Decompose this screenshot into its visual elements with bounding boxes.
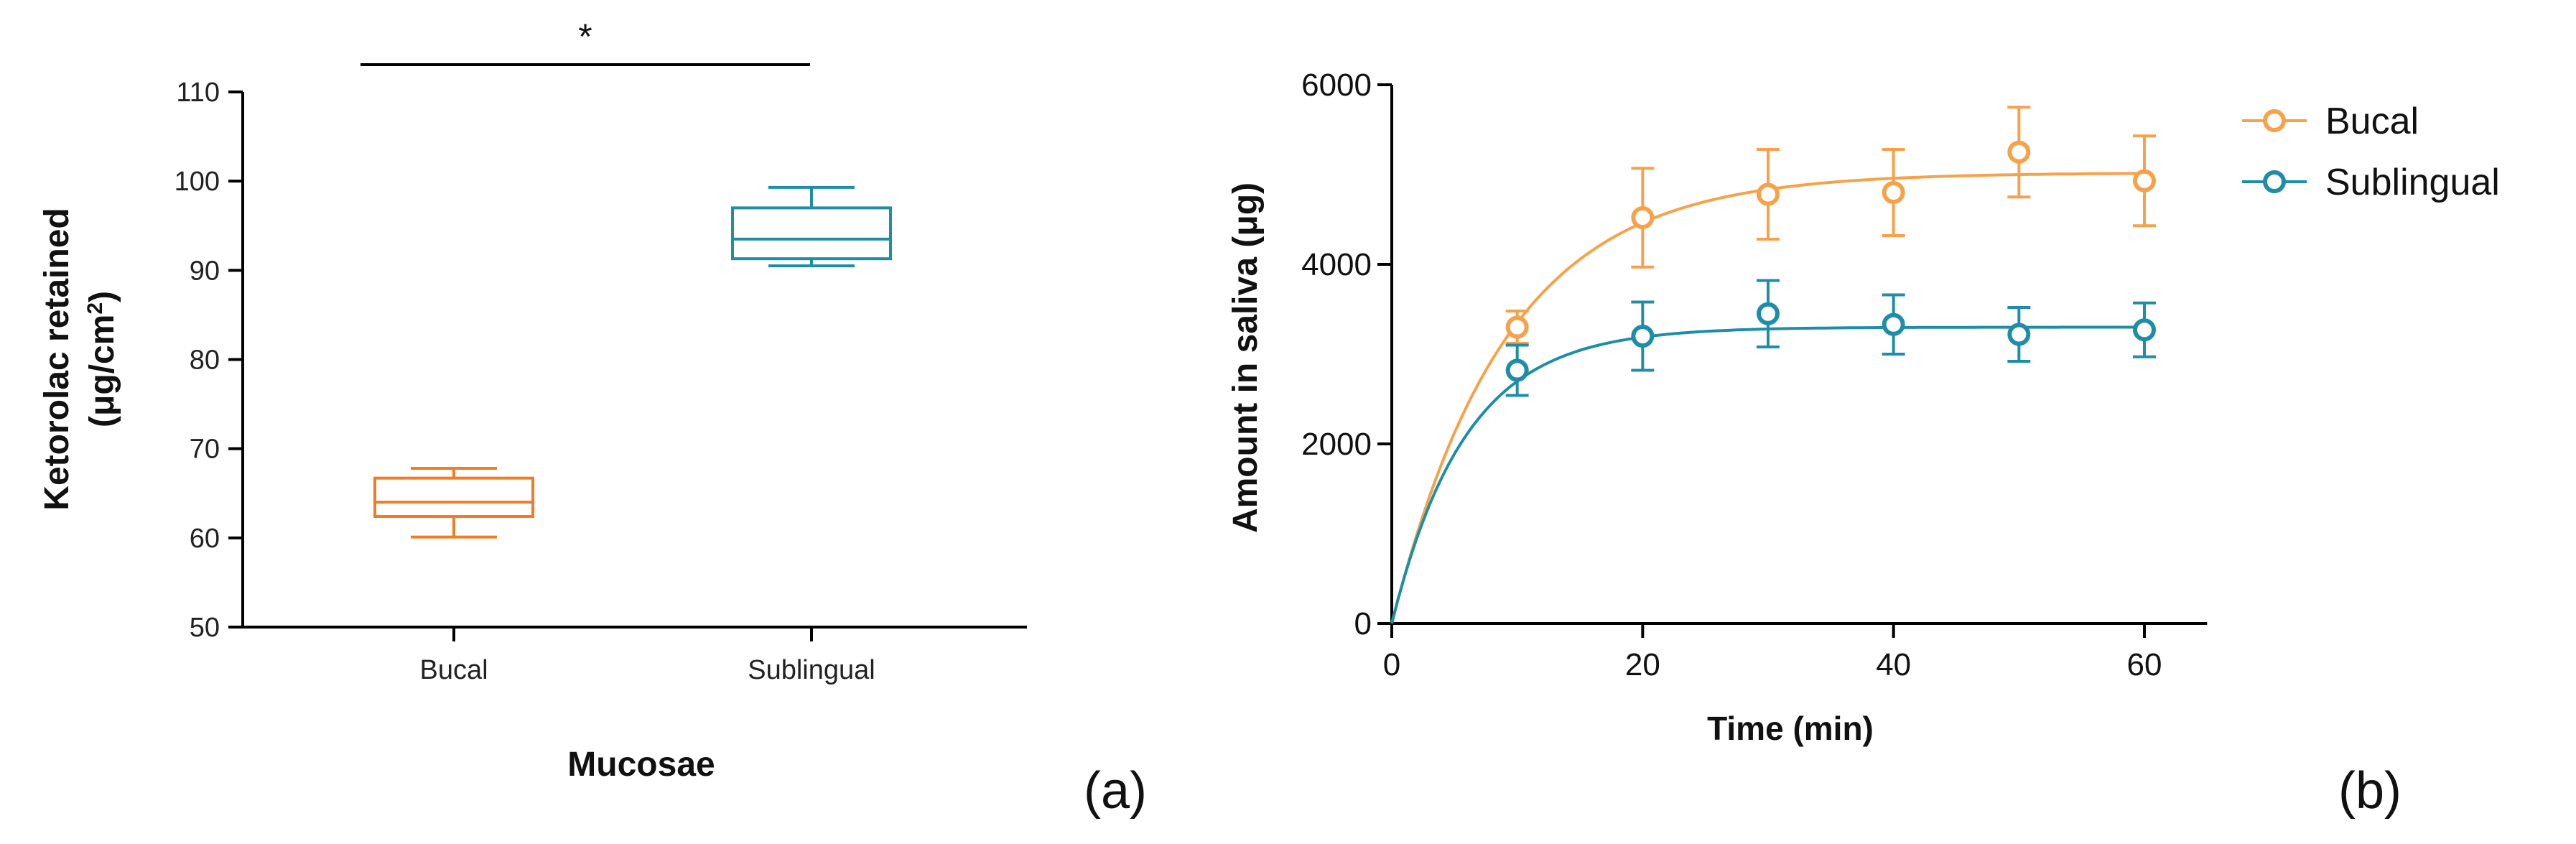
marker <box>1882 181 1905 204</box>
data-point-sublingual <box>1505 343 1529 397</box>
panel-a-y-tick-label: 100 <box>175 167 220 197</box>
legend-label: Sublingual <box>2325 162 2500 203</box>
panel-a-xlabel: Mucosae <box>567 746 715 784</box>
box-sublingual <box>731 185 892 268</box>
marker <box>1882 312 1905 336</box>
panel-b-x-tick-label: 0 <box>1383 647 1400 682</box>
panel-a-ylabel-suffix: ) <box>83 291 121 302</box>
panel-a-y-tick-label: 90 <box>190 256 220 286</box>
data-point-bucal <box>1757 148 1780 241</box>
panel-b-xlabel: Time (min) <box>1707 710 1874 747</box>
marker <box>1757 302 1780 325</box>
panel-b-y-axis: 0 2000 4000 6000 <box>1301 68 1393 641</box>
significance-star: * <box>578 17 592 57</box>
panel-b-line-chart: Amount in saliva (μg) 0 2000 4000 6000 0 20 4… <box>1227 68 2500 820</box>
data-point-sublingual <box>1757 279 1780 348</box>
panel-a-y-tick-label: 60 <box>190 524 220 554</box>
marker <box>1631 325 1655 348</box>
data-point-bucal <box>2007 106 2031 199</box>
data-point-bucal <box>1882 148 1905 237</box>
panel-a-x-tick-label: Sublingual <box>748 655 875 685</box>
legend-item-bucal: Bucal <box>2242 101 2419 142</box>
data-point-bucal <box>2133 134 2156 228</box>
panel-b-x-tick-label: 60 <box>2127 647 2162 682</box>
iqr-box <box>731 206 892 261</box>
panel-a-box-chart: Ketorolac retained (μg/cm2) 50 60 70 80 90 10… <box>38 17 1147 820</box>
box-bucal <box>373 466 534 539</box>
panel-b-y-tick-label: 0 <box>1354 606 1372 641</box>
panel-b-legend: Bucal Sublingual <box>2242 101 2500 203</box>
legend-marker <box>2263 109 2286 132</box>
data-point-bucal <box>1631 167 1655 269</box>
panel-a-ylabel-line1: Ketorolac retained <box>38 208 76 510</box>
data-point-sublingual <box>1631 300 1655 372</box>
panel-a-y-tick-label: 50 <box>190 613 220 643</box>
panel-b-x-tick-label: 40 <box>1876 647 1911 682</box>
panel-a-x-tick-label: Bucal <box>419 655 488 685</box>
panel-b-x-tick-label: 20 <box>1625 647 1660 682</box>
fit-curve-sublingual <box>1390 325 2144 624</box>
fit-curve-bucal <box>1390 172 2144 624</box>
marker <box>1631 206 1655 229</box>
legend-marker <box>2263 170 2286 193</box>
panel-b-data-points <box>1505 106 2156 397</box>
panel-a-y-tick-label: 80 <box>190 346 220 376</box>
marker <box>2133 318 2156 342</box>
panel-a-boxes <box>373 185 892 539</box>
data-point-sublingual <box>1882 293 1905 356</box>
panel-a-ylabel-prefix: (μg/cm <box>83 315 121 427</box>
data-point-sublingual <box>2007 306 2031 363</box>
panel-a-y-axis: 50 60 70 80 90 100 110 <box>175 78 244 643</box>
panel-a-y-tick-label: 70 <box>190 435 220 465</box>
panel-a-ylabel-sup: 2 <box>83 302 107 315</box>
data-point-sublingual <box>2133 301 2156 358</box>
panel-a-ylabel-line2: (μg/cm2) <box>83 291 121 427</box>
data-point-bucal <box>1505 310 1529 345</box>
panel-b-label: (b) <box>2338 762 2401 820</box>
panel-b-y-tick-label: 6000 <box>1301 68 1372 103</box>
marker <box>2133 169 2156 193</box>
marker <box>1757 182 1780 206</box>
panel-b-y-tick-label: 4000 <box>1301 247 1372 282</box>
panel-b-x-axis: 0 20 40 60 <box>1383 622 2208 682</box>
marker <box>2007 323 2031 346</box>
iqr-box <box>373 476 534 519</box>
legend-item-sublingual: Sublingual <box>2242 162 2500 203</box>
panel-a-x-axis: Bucal Sublingual <box>243 626 1027 685</box>
panel-a-label: (a) <box>1084 762 1147 820</box>
marker <box>1505 315 1529 339</box>
panel-b-fit-curves <box>1390 172 2144 624</box>
legend-label: Bucal <box>2325 101 2419 142</box>
marker <box>1505 358 1529 382</box>
panel-a-significance: * <box>361 17 810 66</box>
panel-b-ylabel: Amount in saliva (μg) <box>1227 182 1265 533</box>
panel-b-y-tick-label: 2000 <box>1301 427 1372 462</box>
marker <box>2007 140 2031 164</box>
panel-a-y-tick-label: 110 <box>176 78 220 108</box>
